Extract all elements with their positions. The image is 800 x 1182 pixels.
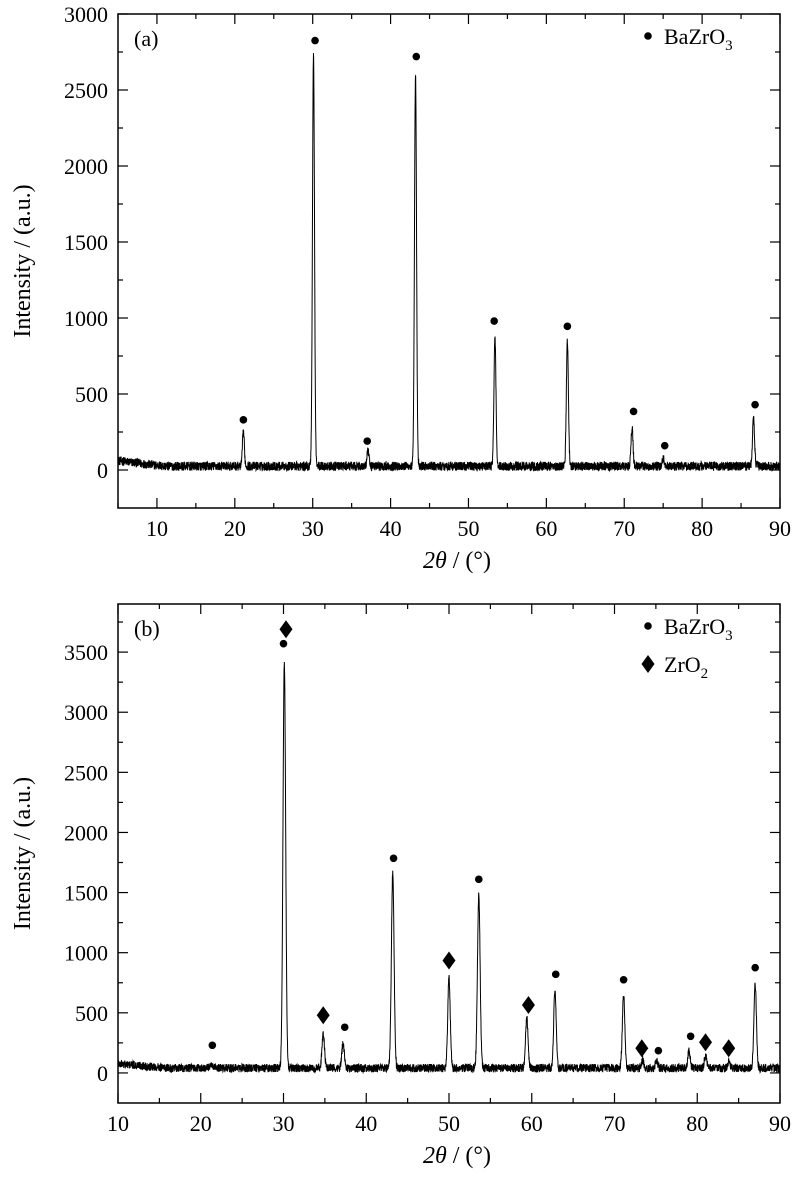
x-axis-title-unit: / (°) [447,548,491,574]
y-tick-label: 0 [97,1061,108,1086]
bazro3-peak-marker [340,1023,349,1032]
zro2-peak-marker [521,996,535,1015]
plot-frame-a [117,13,781,509]
bazro3-peak-marker [363,437,372,445]
y-axis-title: Intensity / (a.u.) [10,777,36,930]
plot-frame-b [117,603,781,1104]
legend-diamond-icon [641,655,655,673]
zro2-peak-marker [279,620,293,639]
bazro3-peak-marker [208,1041,217,1050]
bazro3-peak-marker [629,407,638,416]
y-tick-label: 3000 [64,700,108,725]
zro2-peak-marker [635,1039,649,1058]
bazro3-peak-marker [619,975,628,984]
y-tick-label: 3000 [64,2,108,27]
x-tick-label: 80 [686,1111,708,1136]
legend-formula: ZrO [664,652,701,677]
y-tick-label: 2000 [64,154,108,179]
legend-formula: BaZrO [664,614,725,639]
bazro3-peak-marker [686,1032,695,1041]
x-tick-label: 70 [613,516,635,541]
panel-label: (a) [134,26,158,51]
legend-formula: BaZrO [664,24,725,49]
legend-subscript: 2 [701,666,709,682]
x-tick-label: 30 [273,1111,295,1136]
x-tick-label: 50 [438,1111,460,1136]
x-tick-label: 80 [691,516,713,541]
bazro3-peak-marker [239,416,248,424]
legend-subscript: 3 [725,628,733,644]
y-axis-title: Intensity / (a.u.) [10,184,36,337]
zro2-peak-marker [442,951,456,970]
legend-entry-text: ZrO2 [664,652,708,682]
bazro3-peak-marker [279,639,288,648]
x-tick-label: 10 [107,1111,129,1136]
y-tick-label: 2500 [64,78,108,103]
bazro3-peak-marker [474,875,483,884]
y-tick-label: 2000 [64,820,108,845]
panel-a-chart: 10 20 30 40 50 60 70 80 90 0 500 1000 1500 2000 2500 30… [10,2,791,574]
zro2-peak-marker [316,1006,330,1025]
x-tick-label: 60 [535,516,557,541]
panel-b-chart: 10 20 30 40 50 60 70 80 90 0 500 1000 1500 2000 2500 30… [10,603,791,1169]
y-tick-label: 0 [97,458,108,483]
x-tick-label: 30 [302,516,324,541]
legend-circle-icon [644,622,652,630]
x-axis-title-symbol: 2θ [423,548,447,574]
zro2-peak-marker [699,1033,713,1052]
x-axis-title: 2θ / (°) [423,548,491,574]
y-tick-label: 1000 [64,306,108,331]
bazro3-peak-marker [311,36,319,45]
y-tick-label: 1500 [64,881,108,906]
y-tick-label: 1500 [64,230,108,255]
y-tick-label: 3500 [64,640,108,665]
bazro3-peak-marker [751,963,759,972]
y-tick-label: 1000 [64,941,108,966]
legend-subscript: 3 [725,38,733,54]
bazro3-peak-marker [412,52,421,61]
panel-label: (b) [134,616,160,641]
bazro3-peak-marker [490,317,498,325]
x-tick-label: 20 [224,516,246,541]
y-tick-label: 500 [75,1001,108,1026]
x-tick-label: 90 [769,516,791,541]
bazro3-peak-marker [563,322,572,331]
bazro3-peak-marker [551,970,560,979]
x-tick-label: 10 [146,516,168,541]
legend-entry-text: BaZrO3 [664,24,733,54]
x-tick-label: 60 [521,1111,543,1136]
xrd-pattern-line-b [117,662,781,1075]
x-tick-label: 40 [355,1111,377,1136]
x-tick-label: 90 [769,1111,791,1136]
legend-entry-text: BaZrO3 [664,614,733,644]
x-axis-title-unit: / (°) [447,1143,491,1169]
bazro3-peak-marker [389,854,398,863]
x-tick-label: 20 [190,1111,212,1136]
bazro3-peak-marker [654,1046,663,1055]
bazro3-peak-marker [751,400,759,409]
x-axis-title-symbol: 2θ [423,1143,447,1169]
y-tick-label: 2500 [64,760,108,785]
x-axis-title: 2θ / (°) [423,1143,491,1169]
zro2-peak-marker [722,1039,736,1058]
x-tick-label: 50 [457,516,479,541]
bazro3-peak-marker [660,441,669,450]
legend-circle-icon [644,32,652,40]
xrd-pattern-line-a [117,53,781,473]
y-tick-label: 500 [75,382,108,407]
x-tick-label: 40 [380,516,402,541]
x-tick-label: 70 [604,1111,626,1136]
